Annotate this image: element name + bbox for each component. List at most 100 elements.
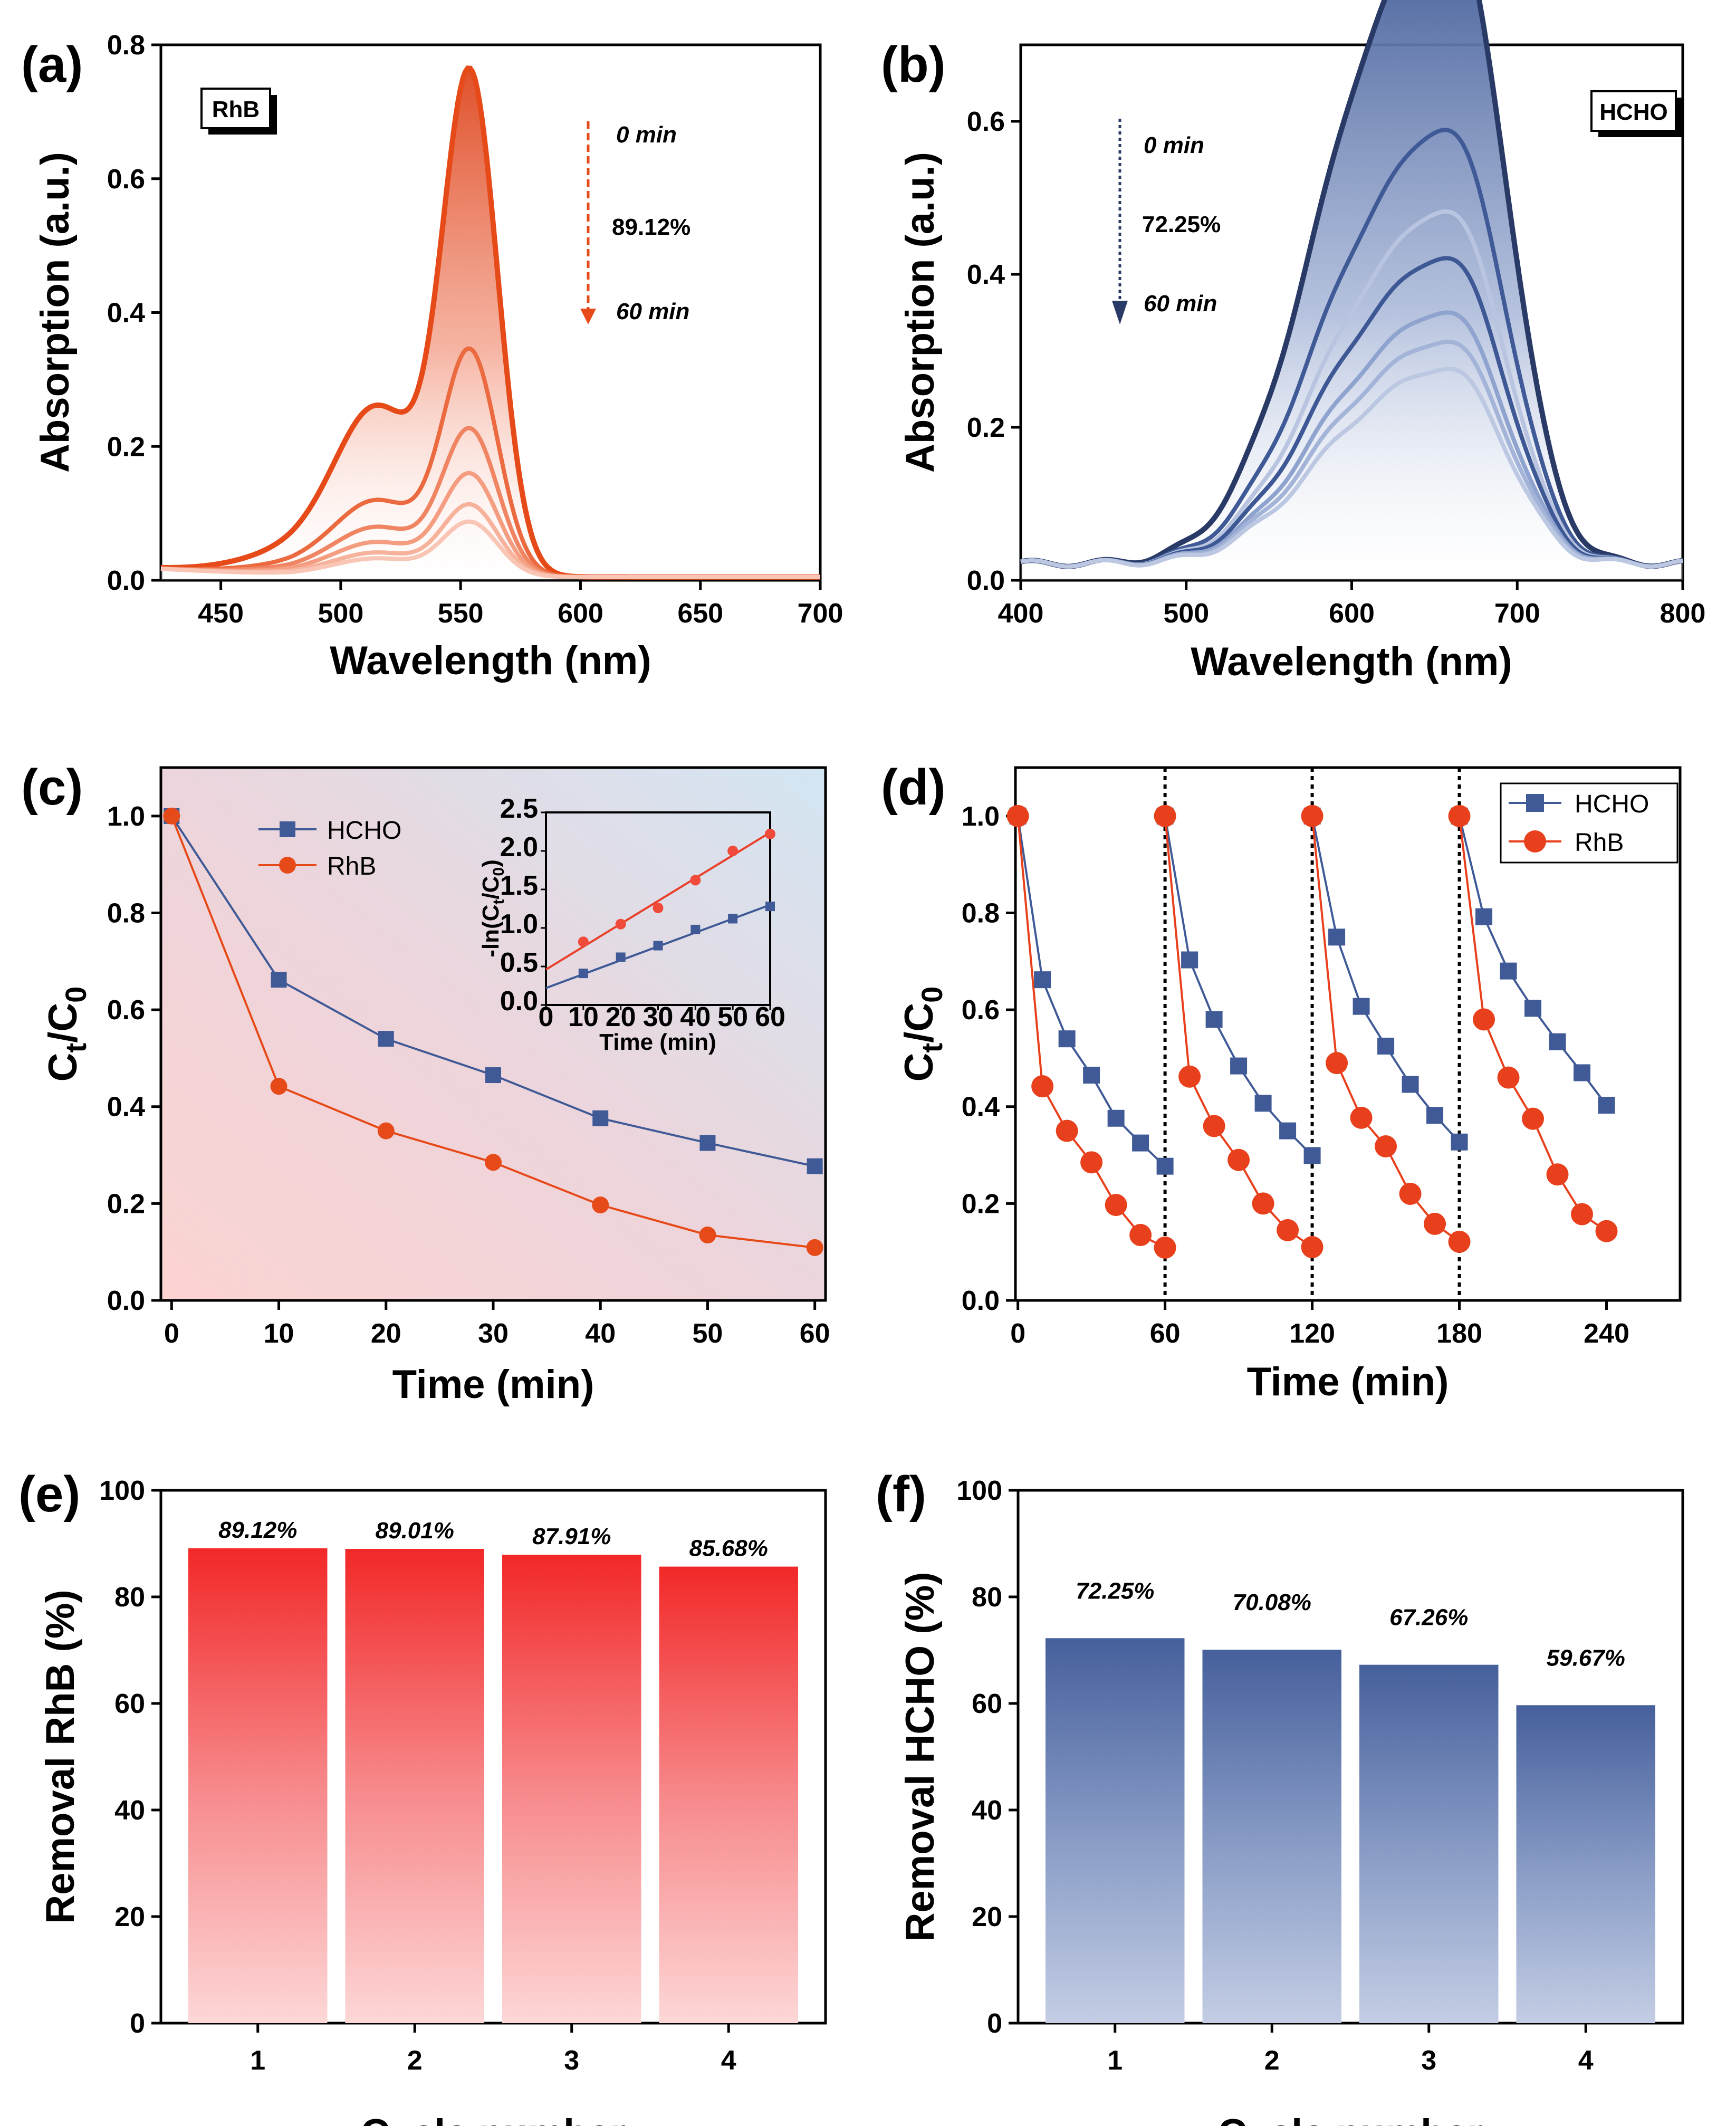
bar [1359,1664,1499,2023]
data-point-hcho [1549,1033,1566,1050]
time-arrow-head [580,309,596,324]
data-point-rhb [1497,1066,1520,1089]
spectrum-fill [1021,0,1683,580]
data-point-rhb [1006,805,1029,827]
x-tick-label: 500 [1163,598,1209,629]
data-point-rhb [1301,805,1323,827]
y-tick-label: 0.8 [107,30,145,61]
x-tick-label: 450 [198,598,244,629]
inset-x-axis-label: Time (min) [599,1029,716,1055]
data-point-hcho [1132,1134,1149,1152]
x-tick-label: 0 [164,1318,179,1349]
panel-e-removal-rhb: 0 20 40 60 80 100 1 89.12% 2 89.01% 3 87.91% 4 85.68%… [18,1466,827,2126]
inset-y-tick-label: 2.5 [500,793,538,824]
x-tick-label: 40 [585,1318,616,1349]
legend-label-hcho: HCHO [327,817,401,845]
inset-y-axis-label: -ln(Ct/C0) [478,859,507,957]
data-point-hcho [1500,962,1517,980]
panel-a-absorption-rhb: 450 500 550 600 650 700 0.0 0.2 0.4 0.6 0.8 RhB 0 mi… [21,30,843,683]
data-point-rhb [1227,1148,1250,1171]
annotation-value: 72.25% [1142,212,1221,237]
data-point-hcho [1279,1122,1297,1139]
x-tick-label: 60 [800,1318,830,1349]
x-axis-label: Cycle number [1218,2111,1483,2126]
x-tick-label: 30 [478,1318,509,1349]
y-tick-label: 0 [130,2008,145,2039]
y-axis-label: Absorption (a.u.) [898,152,943,473]
bar [188,1548,328,2023]
subscript: t [915,1043,948,1053]
data-label: 87.91% [532,1524,611,1549]
inset-point-rhb [727,846,738,856]
data-point-hcho [1524,1000,1542,1017]
x-axis-label: Time (min) [392,1362,594,1407]
data-point-rhb [1031,1075,1054,1098]
data-point-hcho [271,972,287,988]
data-point-rhb [1203,1115,1225,1137]
data-point-rhb [1178,1065,1201,1088]
data-point-hcho [1205,1011,1223,1028]
series-line-hcho [1164,816,1313,1156]
y-axis-label: Ct/C0 [41,987,92,1082]
plot-frame [1014,766,1682,1302]
y-tick-label: 0.4 [107,1092,145,1123]
x-tick-label: 700 [798,598,843,629]
series-line-hcho [1311,816,1460,1143]
y-tick-label: 0.0 [107,1286,145,1316]
x-tick-label: 3 [564,2045,579,2076]
data-point-hcho [1107,1109,1125,1127]
inset-point-rhb [615,918,626,930]
data-point-hcho [1402,1076,1419,1093]
spectrum-line [1020,367,1683,569]
data-point-rhb [1252,1192,1274,1215]
inset-x-tick-label: 0 [539,1002,554,1032]
plot-frame [159,1489,827,2025]
label-box [1590,90,1677,132]
series-line-rhb [1311,816,1460,1243]
data-point-hcho [1328,928,1346,946]
y-tick-label: 40 [972,1795,1002,1826]
panel-label: (b) [881,36,946,93]
y-tick-label: 1.0 [107,801,145,832]
legend-marker-hcho [280,821,295,837]
data-point-hcho [1426,1107,1444,1124]
y-tick-label: 0.6 [967,107,1005,137]
bar [345,1548,484,2023]
data-point-rhb [699,1227,716,1244]
x-tick-label: 800 [1660,598,1706,629]
data-point-hcho [1598,1096,1615,1114]
data-label: 67.26% [1389,1605,1468,1631]
data-point-rhb [1522,1107,1545,1130]
x-axis-label: Cycle number [361,2111,626,2126]
x-tick-label: 1 [250,2045,265,2076]
annotation-end: 60 min [1144,291,1217,317]
data-point-rhb [1129,1224,1152,1247]
data-label: 59.67% [1547,1645,1625,1671]
inset-y-tick-label: 2.0 [500,832,538,863]
subscript: t [59,1043,92,1053]
x-tick-label: 4 [721,2045,736,2076]
y-axis-label: Absorption (a.u.) [33,152,78,473]
data-point-hcho [807,1158,823,1174]
y-axis-label: Removal RhB (%) [38,1589,83,1923]
panel-label: (e) [18,1466,80,1522]
y-tick-label: 0 [987,2008,1002,2039]
inset-point-hcho [765,902,775,912]
data-point-rhb [270,1078,287,1095]
y-tick-label: 0.0 [967,566,1005,596]
x-axis-label: Wavelength (nm) [1191,639,1512,684]
subscript: t [490,899,507,905]
x-tick-label: 1 [1107,2045,1123,2076]
x-tick-label: 240 [1584,1318,1629,1349]
data-point-rhb [1350,1106,1373,1129]
x-tick-label: 500 [318,598,364,629]
x-tick-label: 180 [1436,1318,1482,1349]
data-point-rhb [1546,1163,1569,1186]
data-point-hcho [1083,1067,1100,1084]
data-point-hcho [699,1135,716,1151]
y-tick-label: 0.6 [107,164,145,195]
data-point-rhb [1277,1219,1299,1241]
spectrum-line [160,519,820,579]
label-part: -ln(C [478,905,504,957]
